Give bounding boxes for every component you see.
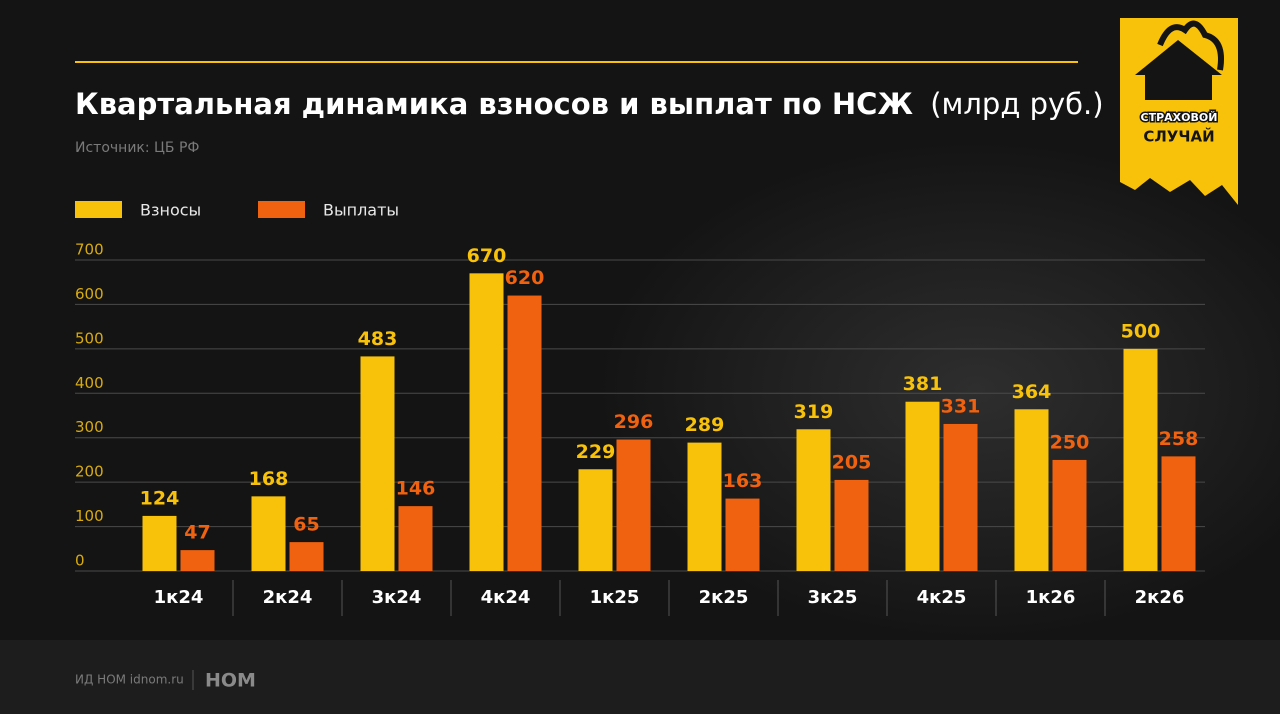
bar [398, 506, 433, 571]
bar [251, 496, 286, 571]
logo-line2: СЛУЧАЙ [1143, 127, 1214, 146]
bar [1161, 456, 1196, 571]
value-label: 364 [1012, 381, 1052, 403]
value-label: 670 [467, 245, 507, 267]
source: Источник: ЦБ РФ [75, 140, 199, 156]
legend-label: Выплаты [323, 201, 399, 220]
value-label: 483 [358, 328, 398, 350]
logo: СТРАХОВОЙ СЛУЧАЙ [1120, 18, 1238, 205]
y-tick-label: 300 [75, 418, 104, 436]
footer-band [0, 640, 1280, 714]
y-tick-label: 700 [75, 241, 104, 259]
value-label: 146 [396, 478, 436, 500]
chart-title: Квартальная динамика взносов и выплат по… [75, 87, 1104, 121]
y-tick-label: 200 [75, 463, 104, 481]
bar [1052, 459, 1087, 571]
bar [687, 442, 722, 571]
logo-line1: СТРАХОВОЙ [1141, 111, 1218, 124]
value-label: 258 [1159, 428, 1199, 450]
bar [142, 515, 177, 571]
bar [616, 439, 651, 571]
value-label: 65 [293, 514, 319, 536]
y-tick-label: 400 [75, 374, 104, 392]
y-tick-label: 0 [75, 552, 85, 570]
x-tick-label: 3к25 [808, 587, 858, 608]
legend-swatch [75, 201, 122, 218]
value-label: 163 [723, 470, 763, 492]
x-tick-label: 1к25 [590, 587, 640, 608]
title-unit: (млрд руб.) [930, 87, 1103, 121]
value-label: 124 [140, 487, 180, 509]
x-tick-label: 2к25 [699, 587, 749, 608]
logo-house [1135, 40, 1222, 100]
y-tick-label: 600 [75, 285, 104, 303]
y-tick-label: 100 [75, 507, 104, 525]
bar [943, 423, 978, 571]
bar [834, 479, 869, 571]
legend-swatch [258, 201, 305, 218]
footer-publisher: ИД НОМ idnom.ru [75, 673, 184, 687]
value-label: 319 [794, 401, 834, 423]
logo-flames [1157, 20, 1224, 71]
x-tick-label: 4к24 [481, 587, 531, 608]
x-tick-label: 1к26 [1026, 587, 1076, 608]
bar [1014, 409, 1049, 571]
value-label: 205 [832, 451, 872, 473]
x-tick-label: 4к25 [917, 587, 967, 608]
value-label: 289 [685, 414, 725, 436]
value-label: 229 [576, 441, 616, 463]
bar [796, 429, 831, 571]
bar [507, 295, 542, 571]
x-tick-label: 1к24 [154, 587, 204, 608]
value-label: 620 [505, 267, 545, 289]
footer-brand: НОМ [205, 670, 256, 692]
value-label: 47 [184, 522, 210, 544]
bar [469, 273, 504, 571]
bar [360, 356, 395, 571]
bar [905, 401, 940, 571]
bar [289, 542, 324, 571]
value-label: 331 [941, 395, 981, 417]
title-main: Квартальная динамика взносов и выплат по… [75, 87, 913, 121]
x-tick-label: 2к26 [1135, 587, 1185, 608]
value-label: 500 [1121, 320, 1161, 342]
bar [180, 550, 215, 571]
bar [1123, 348, 1158, 571]
y-tick-label: 500 [75, 329, 104, 347]
value-label: 381 [903, 373, 943, 395]
x-tick-label: 2к24 [263, 587, 313, 608]
value-label: 250 [1050, 431, 1090, 453]
legend-label: Взносы [140, 201, 201, 220]
value-label: 168 [249, 468, 289, 490]
bar [725, 498, 760, 571]
value-label: 296 [614, 411, 654, 433]
bar [578, 469, 613, 571]
x-tick-label: 3к24 [372, 587, 422, 608]
